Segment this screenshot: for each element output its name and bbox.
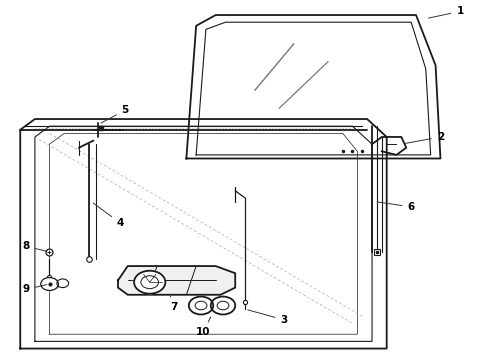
Text: 1: 1 xyxy=(428,6,464,18)
Circle shape xyxy=(41,278,58,291)
Text: 2: 2 xyxy=(404,132,444,144)
Text: 8: 8 xyxy=(23,241,46,251)
Polygon shape xyxy=(118,266,235,295)
Text: 10: 10 xyxy=(196,317,211,337)
Circle shape xyxy=(57,279,69,288)
Text: 3: 3 xyxy=(247,310,288,325)
Text: 6: 6 xyxy=(377,202,415,212)
Text: 9: 9 xyxy=(23,284,47,294)
Circle shape xyxy=(189,297,213,315)
Text: 4: 4 xyxy=(93,203,124,228)
Text: 5: 5 xyxy=(101,105,129,123)
Text: 7: 7 xyxy=(170,296,178,312)
Circle shape xyxy=(134,271,165,294)
Circle shape xyxy=(211,297,235,315)
